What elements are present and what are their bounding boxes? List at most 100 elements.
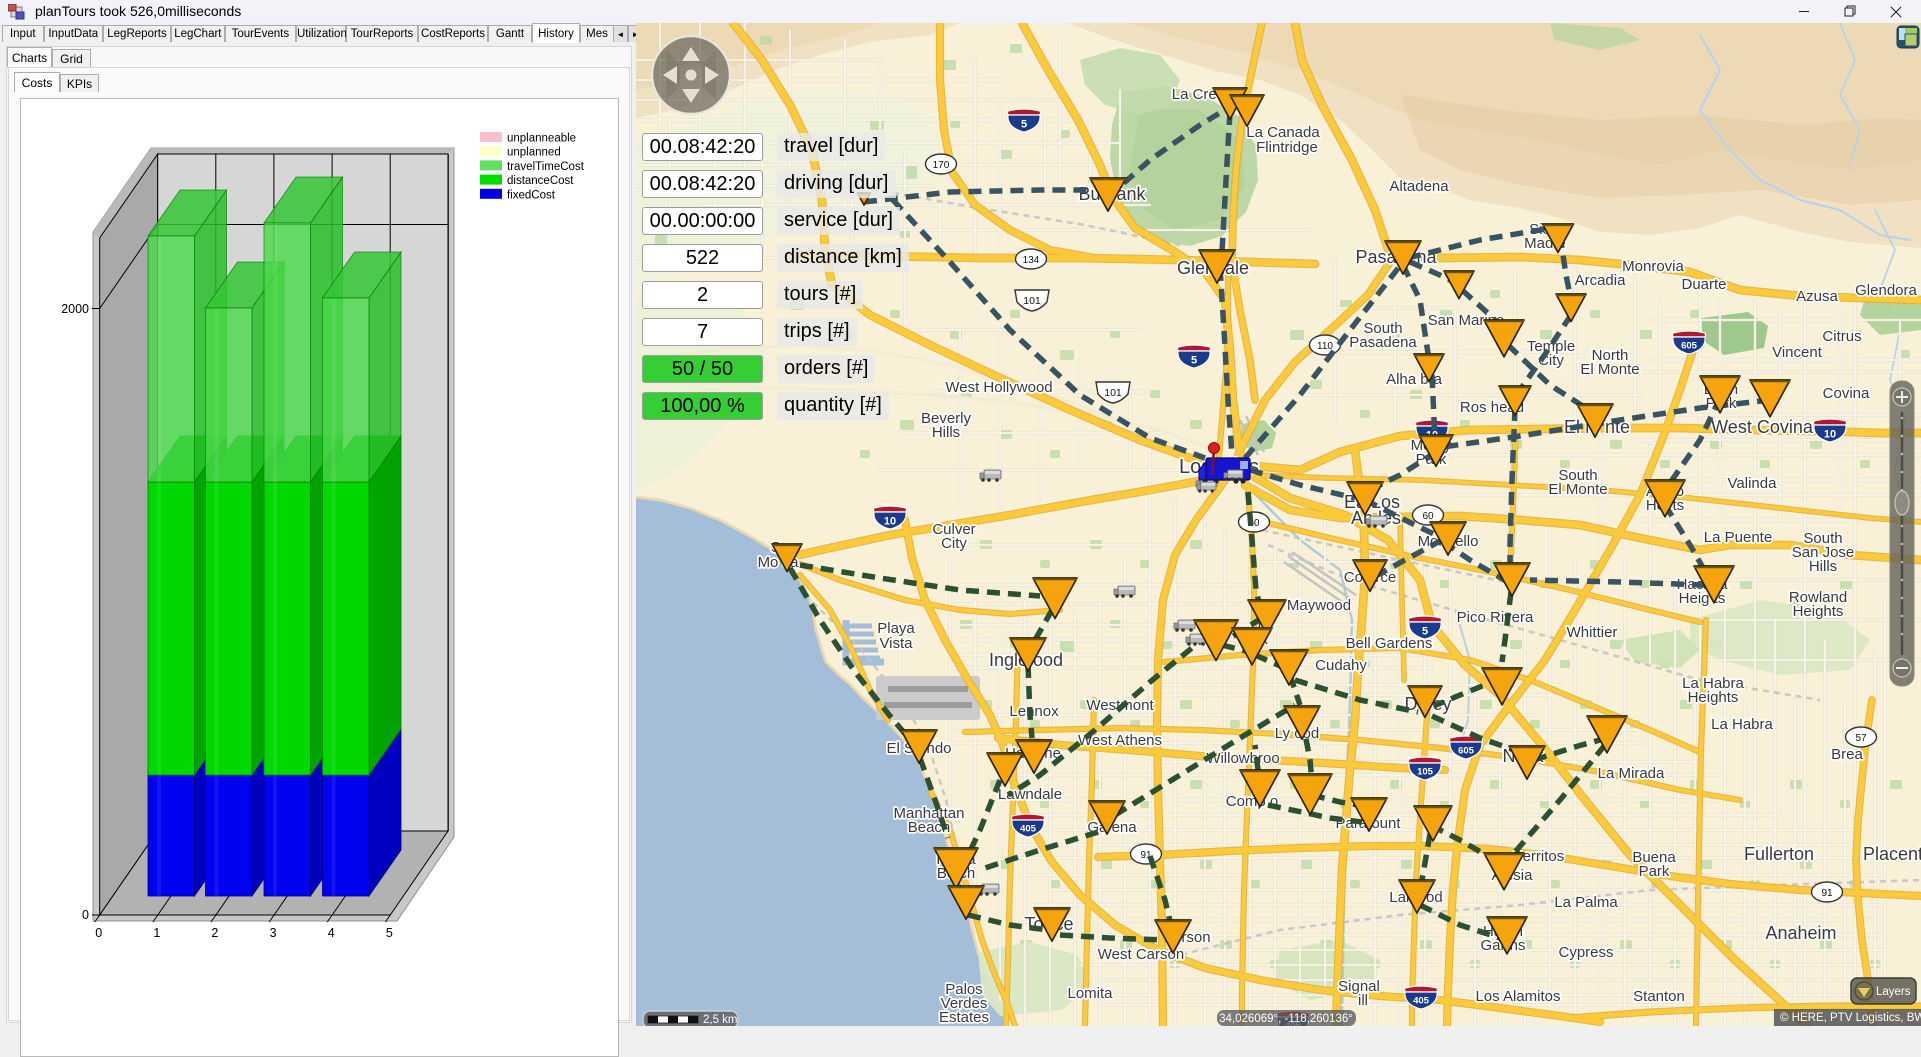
svg-text:Cudahy: Cudahy <box>1315 657 1367 674</box>
svg-text:Hills: Hills <box>932 424 960 441</box>
svg-text:Los Alamitos: Los Alamitos <box>1475 988 1560 1005</box>
svg-text:101: 101 <box>1104 387 1122 399</box>
svg-text:60: 60 <box>1248 518 1260 529</box>
svg-text:1: 1 <box>153 926 160 940</box>
svg-text:La Habra: La Habra <box>1682 675 1744 692</box>
svg-text:57: 57 <box>1855 733 1867 744</box>
svg-text:El Monte: El Monte <box>1580 361 1639 378</box>
svg-text:West Athens: West Athens <box>1078 732 1162 749</box>
svg-text:Duarte: Duarte <box>1681 276 1726 293</box>
svg-text:2: 2 <box>211 926 218 940</box>
svg-text:405: 405 <box>1020 824 1037 835</box>
svg-text:4: 4 <box>328 926 335 940</box>
svg-text:Lawndale: Lawndale <box>998 786 1062 803</box>
svg-text:5: 5 <box>386 926 393 940</box>
svg-text:605: 605 <box>1681 341 1698 352</box>
svg-text:10: 10 <box>1824 429 1836 441</box>
svg-text:Vista: Vista <box>879 635 913 652</box>
svg-text:West Covina: West Covina <box>1711 417 1814 437</box>
svg-text:La Puente: La Puente <box>1704 529 1772 546</box>
svg-text:Monrovia: Monrovia <box>1622 258 1684 275</box>
svg-text:170: 170 <box>933 160 950 171</box>
svg-text:Bell Gardens: Bell Gardens <box>1346 635 1433 652</box>
svg-text:© HERE, PTV Logistics, BWE: © HERE, PTV Logistics, BWE <box>1780 1012 1921 1024</box>
svg-text:605: 605 <box>1458 746 1475 757</box>
svg-text:110: 110 <box>1317 341 1333 352</box>
svg-text:Rowland: Rowland <box>1789 589 1847 606</box>
svg-text:distanceCost: distanceCost <box>507 175 574 187</box>
svg-text:South: South <box>1363 320 1402 337</box>
svg-text:Brea: Brea <box>1831 746 1863 763</box>
svg-text:Vincent: Vincent <box>1772 344 1823 361</box>
svg-text:Fullerton: Fullerton <box>1744 844 1814 864</box>
svg-text:unplanneable: unplanneable <box>507 133 576 145</box>
svg-text:105: 105 <box>1417 767 1434 778</box>
svg-text:La Canada: La Canada <box>1246 124 1320 141</box>
svg-text:Azusa: Azusa <box>1796 288 1838 305</box>
svg-text:0: 0 <box>82 908 89 922</box>
svg-text:La Habra: La Habra <box>1711 716 1773 733</box>
svg-text:Signal: Signal <box>1338 978 1380 995</box>
svg-text:Heights: Heights <box>1688 689 1739 706</box>
svg-text:5: 5 <box>1422 626 1428 638</box>
svg-text:City: City <box>941 535 967 552</box>
svg-text:Hills: Hills <box>1809 558 1837 575</box>
svg-text:Ga ena: Ga ena <box>1087 819 1137 836</box>
svg-text:91: 91 <box>1821 888 1833 899</box>
svg-text:Cypress: Cypress <box>1558 944 1613 961</box>
svg-text:101: 101 <box>1023 295 1041 307</box>
svg-text:2000: 2000 <box>61 302 89 316</box>
svg-text:Altadena: Altadena <box>1389 178 1449 195</box>
svg-text:2,5 km: 2,5 km <box>703 1014 738 1026</box>
svg-text:10: 10 <box>884 516 896 528</box>
svg-text:Verdes: Verdes <box>941 995 988 1012</box>
svg-text:Layers: Layers <box>1876 986 1911 998</box>
svg-text:405: 405 <box>1413 996 1430 1007</box>
svg-text:Cerritos: Cerritos <box>1512 848 1565 865</box>
svg-text:Stanton: Stanton <box>1633 988 1685 1005</box>
svg-text:Citrus: Citrus <box>1822 328 1861 345</box>
svg-text:Valinda: Valinda <box>1728 475 1778 492</box>
svg-text:West Hollywood: West Hollywood <box>945 379 1052 396</box>
svg-text:El Monte: El Monte <box>1548 481 1607 498</box>
svg-text:0: 0 <box>95 926 102 940</box>
svg-text:Palos: Palos <box>945 981 983 998</box>
svg-text:Manhattan: Manhattan <box>894 805 965 822</box>
svg-text:Arcadia: Arcadia <box>1575 272 1627 289</box>
svg-text:Pasadena: Pasadena <box>1349 334 1417 351</box>
svg-text:Covina: Covina <box>1823 385 1870 402</box>
svg-text:Whittier: Whittier <box>1567 624 1618 641</box>
svg-text:60: 60 <box>1422 511 1434 522</box>
svg-text:Lennox: Lennox <box>1009 703 1059 720</box>
svg-text:Pico Rivera: Pico Rivera <box>1457 609 1534 626</box>
svg-text:West Carson: West Carson <box>1098 946 1184 963</box>
svg-text:travelTimeCost: travelTimeCost <box>507 161 585 173</box>
svg-text:La Cres: La Cres <box>1172 86 1225 103</box>
svg-text:5: 5 <box>1021 119 1027 131</box>
svg-text:ill: ill <box>1358 992 1368 1009</box>
svg-text:3: 3 <box>270 926 277 940</box>
svg-text:Estates: Estates <box>939 1009 989 1026</box>
svg-text:134: 134 <box>1023 255 1040 266</box>
svg-text:North: North <box>1592 347 1629 364</box>
svg-text:Heights: Heights <box>1793 603 1844 620</box>
svg-text:rson: rson <box>1181 929 1210 946</box>
svg-text:South: South <box>1558 467 1597 484</box>
svg-text:unplanned: unplanned <box>507 147 561 159</box>
svg-text:Maywood: Maywood <box>1287 597 1351 614</box>
svg-text:La Palma: La Palma <box>1554 894 1618 911</box>
svg-text:Anaheim: Anaheim <box>1765 923 1836 943</box>
svg-text:La Mirada: La Mirada <box>1598 765 1665 782</box>
svg-text:Glendora: Glendora <box>1855 282 1917 299</box>
svg-text:Beverly: Beverly <box>921 410 972 427</box>
svg-text:Playa: Playa <box>877 620 915 637</box>
svg-text:Willowbroo: Willowbroo <box>1206 750 1279 767</box>
svg-text:Temple: Temple <box>1527 338 1575 355</box>
svg-text:Lomita: Lomita <box>1067 985 1113 1002</box>
svg-text:San Marino: San Marino <box>1428 312 1505 329</box>
svg-text:Flintridge: Flintridge <box>1256 139 1318 156</box>
svg-text:South: South <box>1803 530 1842 547</box>
svg-text:Park: Park <box>1639 863 1670 880</box>
svg-text:91: 91 <box>1140 850 1152 861</box>
svg-text:Buena: Buena <box>1632 849 1676 866</box>
